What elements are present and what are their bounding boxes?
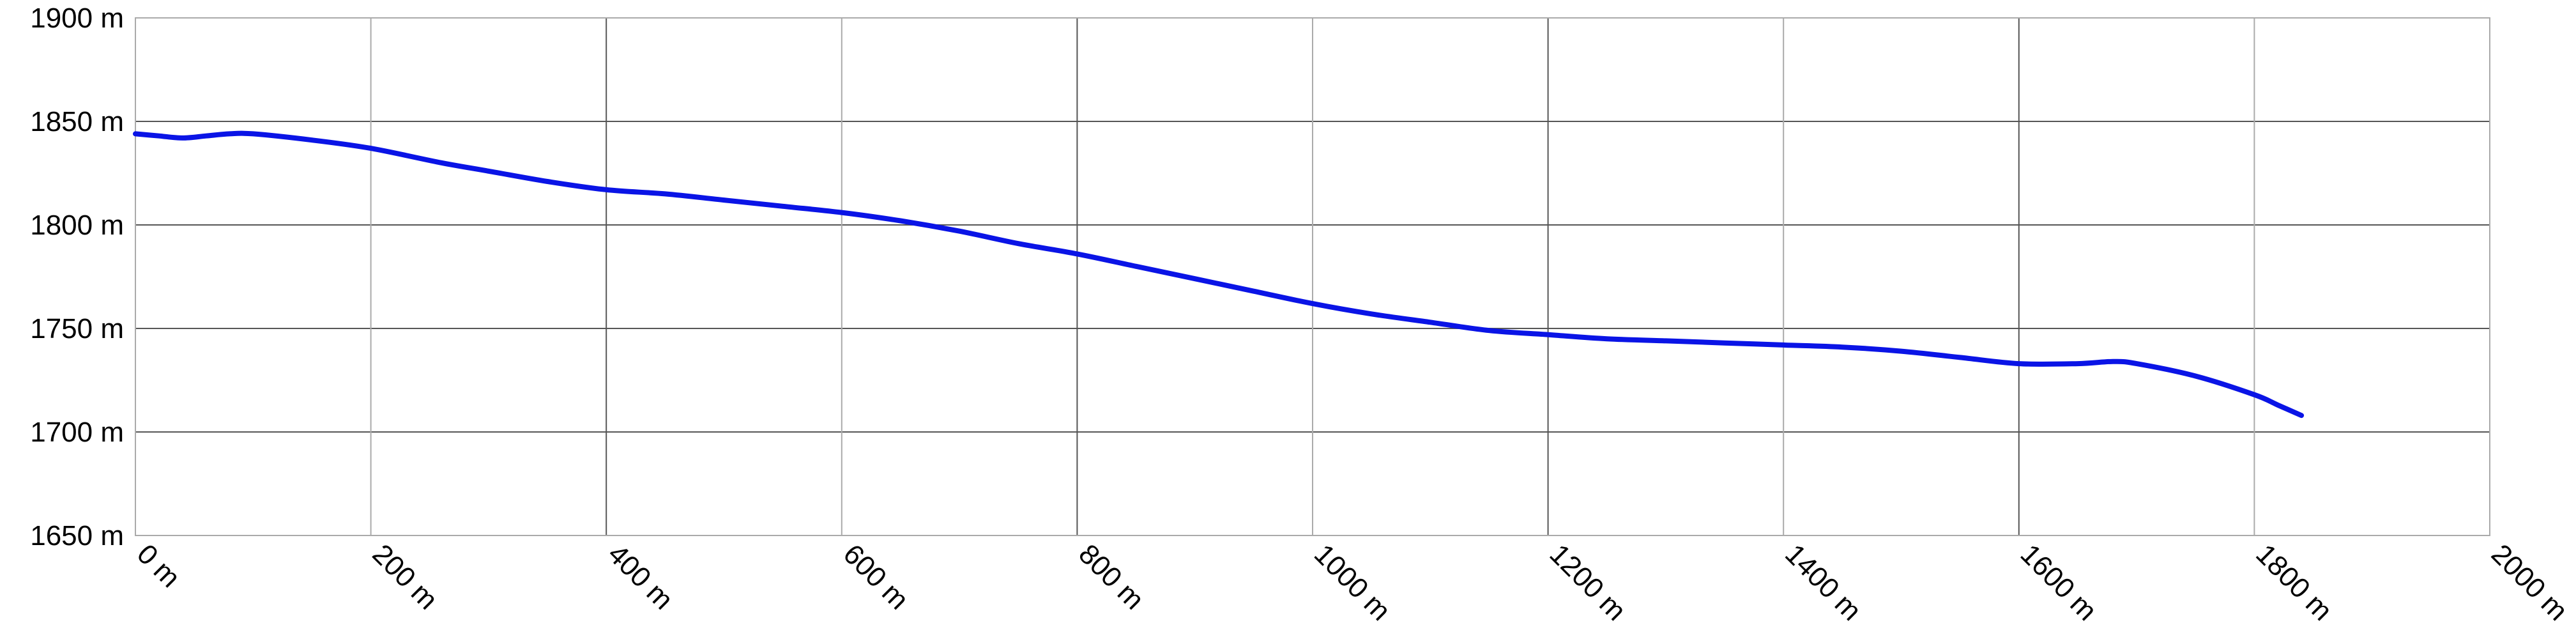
y-tick-label: 1800 m — [30, 210, 124, 241]
y-tick-label: 1900 m — [30, 3, 124, 34]
x-tick-label: 1600 m — [2015, 538, 2103, 626]
series-line — [133, 130, 2305, 419]
y-tick-label: 1650 m — [30, 520, 124, 551]
y-tick-label: 1850 m — [30, 106, 124, 137]
x-tick-label: 2000 m — [2485, 538, 2573, 626]
x-tick-label: 1800 m — [2250, 538, 2338, 626]
y-tick-label: 1750 m — [30, 313, 124, 344]
x-tick-label: 0 m — [131, 538, 187, 594]
y-axis: 1650 m 1700 m 1750 m 1800 m 1850 m 1900 m — [30, 3, 124, 551]
plot-frame — [135, 17, 2490, 536]
x-tick-label: 1000 m — [1308, 538, 1396, 626]
x-tick-label: 800 m — [1072, 538, 1150, 615]
x-tick-label: 1400 m — [1779, 538, 1867, 626]
x-tick-label: 600 m — [837, 538, 915, 615]
x-tick-label: 1200 m — [1544, 538, 1632, 626]
x-tick-label: 200 m — [367, 538, 444, 615]
y-tick-label: 1700 m — [30, 417, 124, 448]
x-tick-label: 400 m — [602, 538, 679, 615]
grid — [135, 17, 2490, 536]
series-layer — [133, 130, 2305, 419]
x-axis: 0 m 200 m 400 m 600 m 800 m 1000 m 1200 m 1400 … — [131, 538, 2573, 626]
